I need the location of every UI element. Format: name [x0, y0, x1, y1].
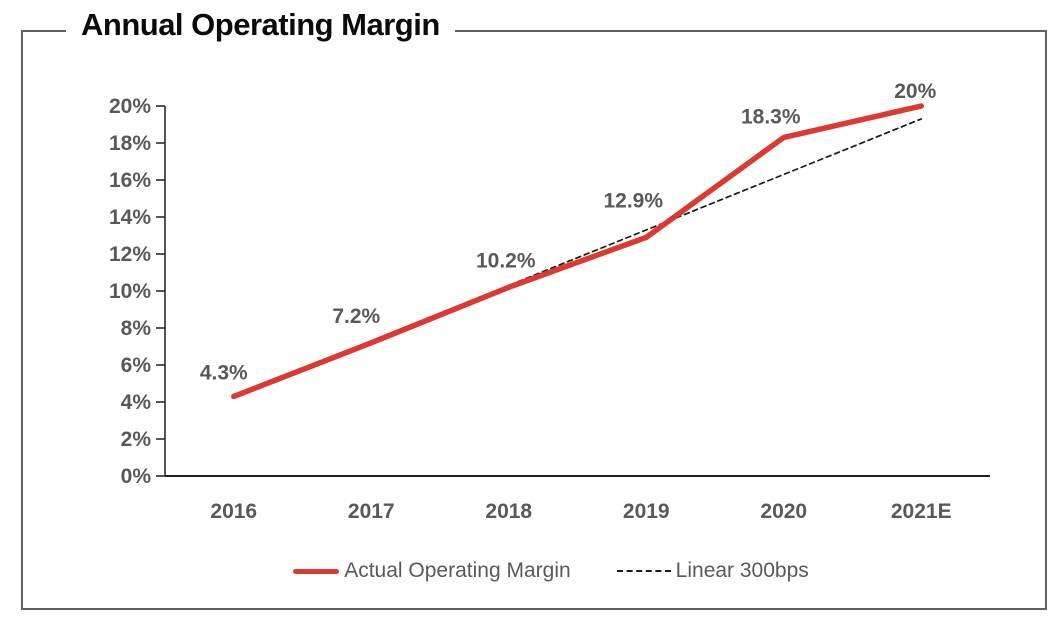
legend-label-linear: Linear 300bps: [675, 559, 809, 582]
legend-item-linear: Linear 300bps: [616, 559, 809, 583]
data-label: 4.3%: [200, 361, 248, 384]
y-tick-label: 6%: [121, 354, 152, 377]
data-label: 7.2%: [332, 305, 380, 328]
x-category-label: 2017: [348, 500, 395, 523]
x-category-label: 2016: [210, 500, 257, 523]
data-label: 18.3%: [741, 105, 801, 128]
data-label: 10.2%: [476, 249, 536, 272]
actual-series-line-swatch: [293, 568, 340, 574]
data-label: 20%: [894, 80, 936, 103]
legend: Actual Operating Margin Linear 300bps: [140, 556, 962, 586]
y-tick-label: 4%: [121, 391, 152, 414]
y-tick-label: 2%: [121, 428, 152, 451]
series-line-actual-operating-margin: [231, 103, 924, 400]
y-tick-label: 16%: [109, 169, 151, 192]
y-tick-label: 8%: [121, 317, 152, 340]
y-tick-label: 0%: [121, 465, 152, 488]
legend-item-actual: Actual Operating Margin: [293, 559, 571, 583]
y-tick-label: 14%: [109, 206, 151, 229]
y-tick-label: 10%: [109, 280, 151, 303]
x-category-label: 2019: [623, 500, 670, 523]
chart-frame: [21, 30, 1047, 610]
y-tick-label: 18%: [109, 132, 151, 155]
chart-title: Annual Operating Margin: [66, 7, 455, 43]
x-category-label: 2021E: [891, 500, 952, 523]
x-category-label: 2018: [485, 500, 532, 523]
legend-label-actual: Actual Operating Margin: [344, 559, 571, 582]
y-tick-label: 20%: [109, 95, 151, 118]
data-label: 12.9%: [603, 189, 663, 212]
series-line-linear-300bps: [232, 118, 923, 398]
x-category-label: 2020: [760, 500, 807, 523]
linear-series-dashed-swatch: [616, 570, 671, 572]
y-tick-label: 12%: [109, 243, 151, 266]
